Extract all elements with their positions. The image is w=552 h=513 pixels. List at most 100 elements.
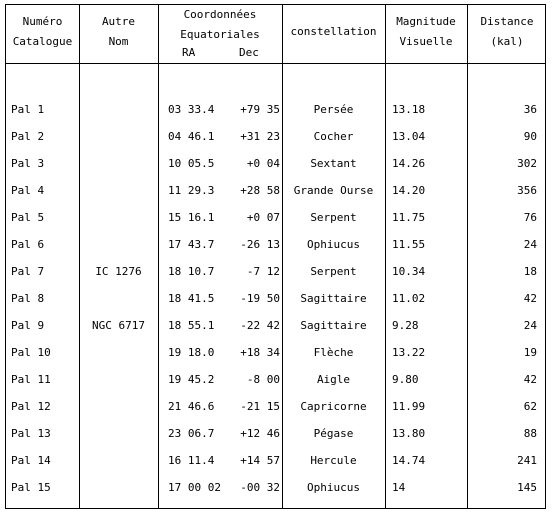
dec-cell: +0 07: [246, 211, 280, 224]
magnitude-cell: 14: [392, 481, 406, 494]
catalogue-cell: Pal 4: [11, 184, 45, 197]
magnitude-cell: 11.02: [392, 292, 426, 305]
dec-cell: -00 32: [240, 481, 280, 494]
constellation-cell: Grande Ourse: [293, 184, 374, 197]
distance-cell: 88: [523, 427, 537, 440]
distance-cell: 19: [523, 346, 537, 359]
distance-cell: 241: [517, 454, 537, 467]
dec-cell: +79 35: [240, 103, 280, 116]
ra-cell: 11 29.3: [168, 184, 215, 197]
dec-cell: -26 13: [240, 238, 280, 251]
constellation-cell: Ophiucus: [307, 238, 360, 251]
palomar-table: Numéro Catalogue Autre Nom Coordonnées E…: [5, 4, 546, 509]
constellation-cell: Sagittaire: [300, 292, 367, 305]
ra-cell: 23 06.7: [168, 427, 215, 440]
catalogue-cell: Pal 14: [11, 454, 51, 467]
distance-cell: 24: [523, 319, 537, 332]
magnitude-cell: 14.74: [392, 454, 426, 467]
catalogue-cell: Pal 7: [11, 265, 45, 278]
constellation-cell: Hercule: [310, 454, 357, 467]
autre-nom-cell: IC 1276: [95, 265, 142, 278]
catalogue-cell: Pal 13: [11, 427, 51, 440]
magnitude-cell: 13.22: [392, 346, 426, 359]
magnitude-cell: 13.80: [392, 427, 426, 440]
distance-cell: 76: [523, 211, 537, 224]
table-row: Pal 9 NGC 6717 18 55.1 -22 42 Sagittaire 9.28…: [6, 319, 545, 333]
distance-cell: 18: [523, 265, 537, 278]
header-catalogue: Numéro Catalogue: [12, 15, 73, 48]
constellation-cell: Serpent: [310, 211, 357, 224]
ra-cell: 15 16.1: [168, 211, 215, 224]
constellation-cell: Ophiucus: [307, 481, 360, 494]
catalogue-cell: Pal 12: [11, 400, 51, 413]
col-divider: [282, 5, 283, 508]
distance-cell: 42: [523, 373, 537, 386]
catalogue-cell: Pal 5: [11, 211, 45, 224]
constellation-cell: Aigle: [316, 373, 351, 386]
table-row: Pal 12 21 46.6 -21 15 Capricorne 11.99 62: [6, 400, 545, 414]
distance-cell: 356: [517, 184, 537, 197]
ra-cell: 10 05.5: [168, 157, 215, 170]
header-rule: [6, 63, 545, 64]
catalogue-cell: Pal 10: [11, 346, 51, 359]
constellation-cell: Cocher: [313, 130, 354, 143]
ra-cell: 19 45.2: [168, 373, 215, 386]
ra-cell: 16 11.4: [168, 454, 215, 467]
constellation-cell: Persée: [313, 103, 354, 116]
dec-cell: -21 15: [240, 400, 280, 413]
dec-cell: -22 42: [240, 319, 280, 332]
magnitude-cell: 11.99: [392, 400, 426, 413]
ra-cell: 17 43.7: [168, 238, 215, 251]
dec-cell: +0 04: [246, 157, 280, 170]
magnitude-cell: 10.34: [392, 265, 426, 278]
magnitude-cell: 14.26: [392, 157, 426, 170]
table-row: Pal 3 10 05.5 +0 04 Sextant 14.26 302: [6, 157, 545, 171]
distance-cell: 62: [523, 400, 537, 413]
col-divider: [385, 5, 386, 508]
table-row: Pal 11 19 45.2 -8 00 Aigle 9.80 42: [6, 373, 545, 387]
col-divider: [467, 5, 468, 508]
catalogue-cell: Pal 6: [11, 238, 45, 251]
ra-cell: 19 18.0: [168, 346, 215, 359]
constellation-cell: Capricorne: [300, 400, 367, 413]
table-row: Pal 2 04 46.1 +31 23 Cocher 13.04 90: [6, 130, 545, 144]
ra-cell: 18 10.7: [168, 265, 215, 278]
header-dec: Dec: [239, 46, 259, 59]
ra-cell: 04 46.1: [168, 130, 215, 143]
header-autre-nom: Autre Nom: [101, 15, 136, 48]
ra-cell: 03 33.4: [168, 103, 215, 116]
distance-cell: 145: [517, 481, 537, 494]
table-row: Pal 15 17 00 02 -00 32 Ophiucus 14 145: [6, 481, 545, 495]
catalogue-cell: Pal 9: [11, 319, 45, 332]
catalogue-cell: Pal 1: [11, 103, 45, 116]
col-divider: [158, 5, 159, 508]
constellation-cell: Flèche: [313, 346, 354, 359]
header-distance: Distance (kal): [480, 15, 534, 48]
table-row: Pal 13 23 06.7 +12 46 Pégase 13.80 88: [6, 427, 545, 441]
ra-cell: 21 46.6: [168, 400, 215, 413]
dec-cell: +14 57: [240, 454, 280, 467]
header-ra: RA: [182, 46, 196, 59]
distance-cell: 42: [523, 292, 537, 305]
autre-nom-cell: NGC 6717: [92, 319, 145, 332]
table-row: Pal 4 11 29.3 +28 58 Grande Ourse 14.20 356: [6, 184, 545, 198]
table-row: Pal 6 17 43.7 -26 13 Ophiucus 11.55 24: [6, 238, 545, 252]
constellation-cell: Sextant: [310, 157, 357, 170]
catalogue-cell: Pal 8: [11, 292, 45, 305]
header-magnitude: Magnitude Visuelle: [396, 15, 456, 48]
magnitude-cell: 13.18: [392, 103, 426, 116]
constellation-cell: Pégase: [313, 427, 354, 440]
dec-cell: -7 12: [246, 265, 280, 278]
ra-cell: 17 00 02: [168, 481, 221, 494]
distance-cell: 36: [523, 103, 537, 116]
dec-cell: +12 46: [240, 427, 280, 440]
table-row: Pal 5 15 16.1 +0 07 Serpent 11.75 76: [6, 211, 545, 225]
table-row: Pal 14 16 11.4 +14 57 Hercule 14.74 241: [6, 454, 545, 468]
constellation-cell: Sagittaire: [300, 319, 367, 332]
col-divider: [79, 5, 80, 508]
magnitude-cell: 13.04: [392, 130, 426, 143]
dec-cell: +31 23: [240, 130, 280, 143]
table-row: Pal 7 IC 1276 18 10.7 -7 12 Serpent 10.34 18: [6, 265, 545, 279]
catalogue-cell: Pal 15: [11, 481, 51, 494]
magnitude-cell: 11.75: [392, 211, 426, 224]
